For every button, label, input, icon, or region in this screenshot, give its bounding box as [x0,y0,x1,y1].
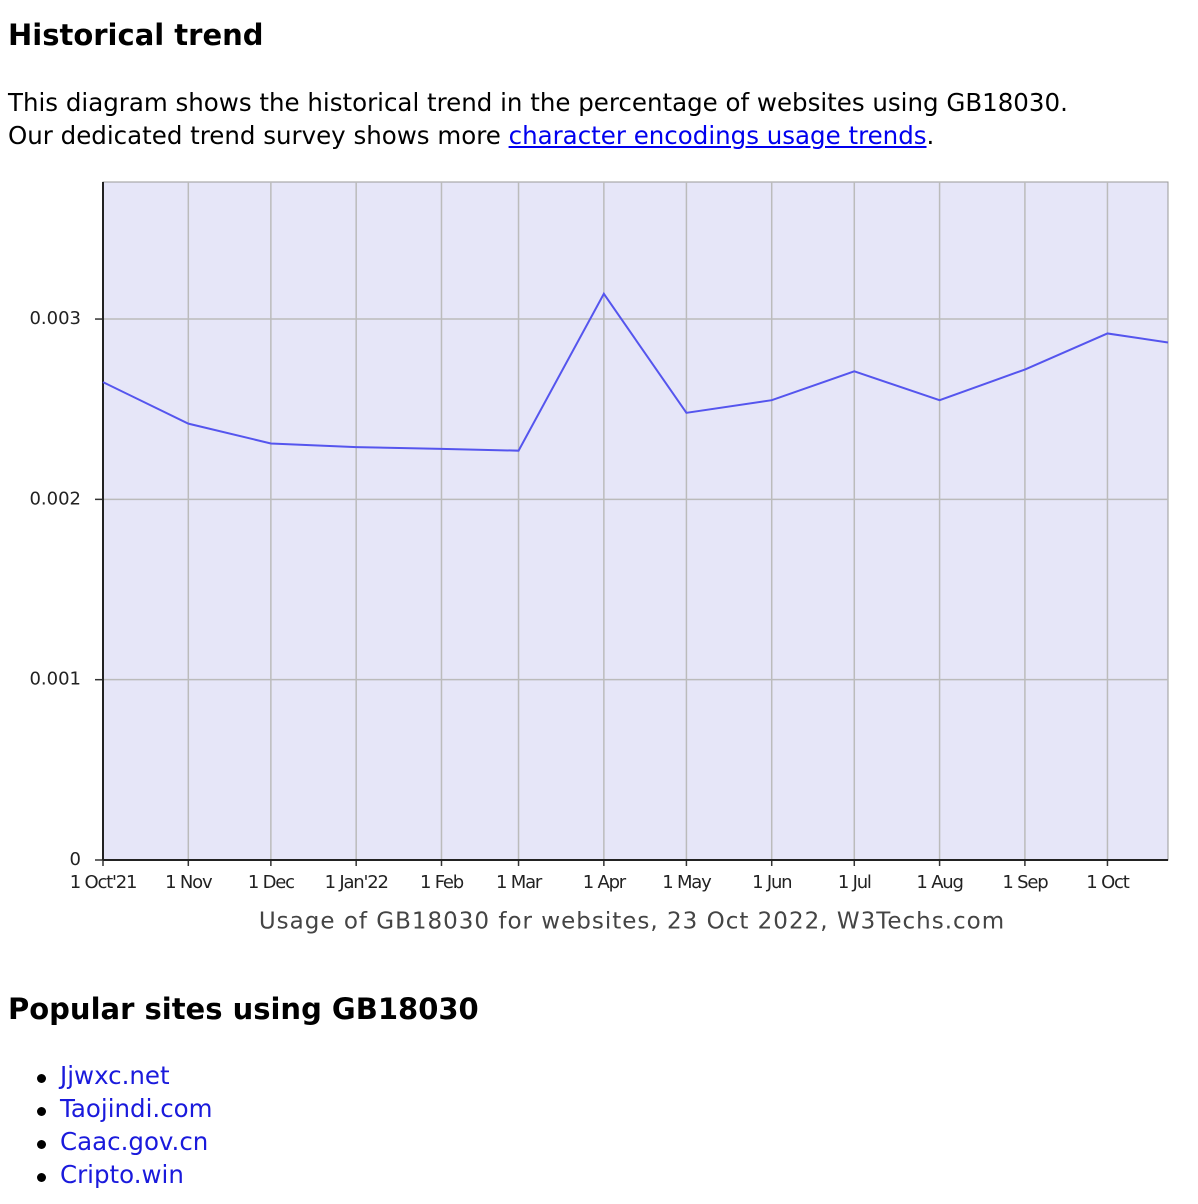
x-tick-label: 1 Mar [496,872,543,893]
x-tick-label: 1 Oct'21 [70,872,137,893]
section-title: Popular sites using GB18030 [8,992,479,1026]
x-tick-label: 1 Jun [752,872,791,893]
site-link[interactable]: Cripto.win [60,1160,184,1189]
y-tick-label: 0.003 [29,308,81,329]
x-tick-label: 1 Oct [1086,872,1129,893]
x-tick-label: 1 Aug [916,872,962,893]
site-link[interactable]: Taojindi.com [60,1094,213,1123]
trends-link[interactable]: character encodings usage trends [508,121,927,150]
chart: 1 Oct'21 1 Nov 1 Dec 1 Jan'22 1 Feb 1 Mar 1 Ap… [29,181,1169,935]
site-list: Jjwxc.net Taojindi.com Caac.gov.cn Cripto.w… [0,1061,213,1193]
site-item: Caac.gov.cn [0,1127,213,1160]
chart-caption: Usage of GB18030 for websites, 23 Oct 20… [259,909,1005,935]
x-tick-label: 1 Feb [420,872,464,893]
site-item: Taojindi.com [0,1094,213,1127]
section-title: Historical trend [8,18,264,52]
series-line [102,291,1169,452]
intro-line: This diagram shows the historical trend … [8,88,1068,117]
x-tick-label: 1 Nov [165,872,213,893]
site-link[interactable]: Caac.gov.cn [60,1127,209,1156]
intro-text: . [926,121,935,150]
site-item: Cripto.win [0,1160,213,1193]
y-tick-label: 0 [70,849,81,870]
x-tick-label: 1 Dec [248,872,294,893]
intro-text: Our dedicated trend survey shows more [8,121,509,150]
x-tick-label: 1 Sep [1002,872,1048,893]
y-tick-label: 0.001 [29,669,81,690]
site-link[interactable]: Jjwxc.net [60,1061,170,1090]
site-item: Jjwxc.net [0,1061,213,1094]
plot-area [102,181,1169,861]
x-tick-label: 1 Apr [583,872,627,893]
x-tick-label: 1 Jan'22 [325,872,388,893]
x-tick-label: 1 May [662,872,712,893]
y-tick-label: 0.002 [29,488,81,509]
x-tick-label: 1 Jul [838,872,871,893]
intro-line: Our dedicated trend survey shows more ch… [8,121,934,150]
